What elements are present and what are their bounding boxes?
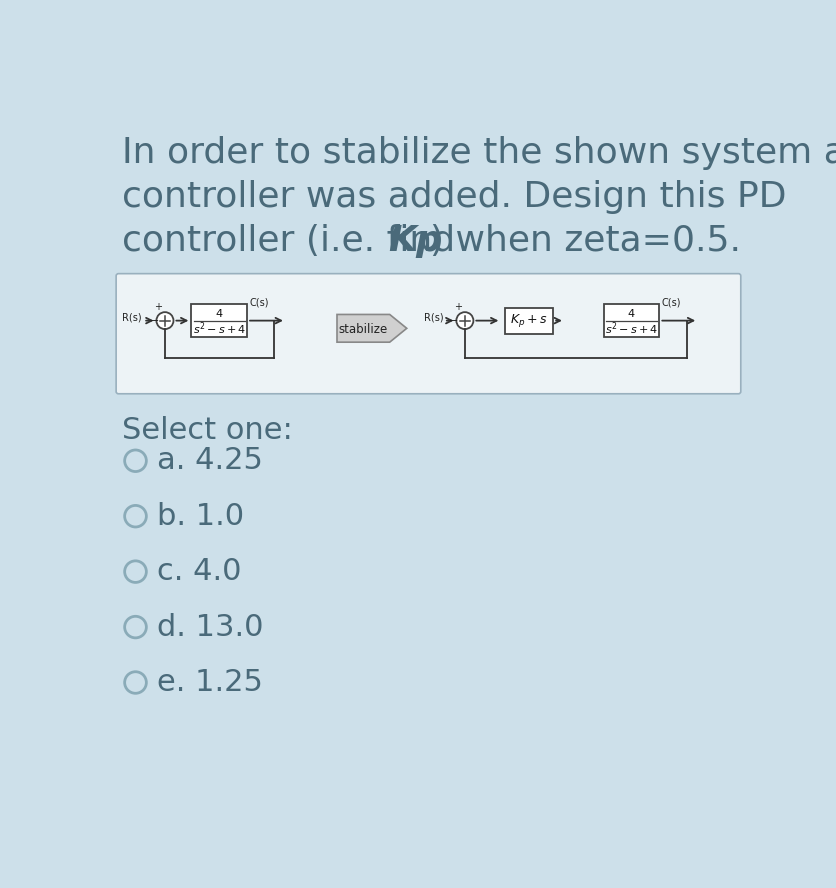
Text: $K_p+s$: $K_p+s$ xyxy=(510,312,548,329)
Circle shape xyxy=(156,313,174,329)
Text: C(s): C(s) xyxy=(249,298,269,308)
Text: C(s): C(s) xyxy=(662,298,681,308)
Text: 4: 4 xyxy=(216,309,222,319)
Text: +: + xyxy=(454,302,462,312)
Text: e. 1.25: e. 1.25 xyxy=(157,668,263,697)
Circle shape xyxy=(125,616,146,638)
Text: b. 1.0: b. 1.0 xyxy=(157,502,244,531)
Circle shape xyxy=(125,505,146,527)
FancyBboxPatch shape xyxy=(604,305,660,337)
Circle shape xyxy=(125,671,146,694)
Text: R(s): R(s) xyxy=(424,313,443,322)
Text: $s^2−s+4$: $s^2−s+4$ xyxy=(605,320,658,337)
Text: R(s): R(s) xyxy=(121,313,141,322)
Text: Kp: Kp xyxy=(389,224,442,258)
FancyBboxPatch shape xyxy=(116,274,741,393)
Text: −: − xyxy=(150,316,159,326)
Text: $s^2−s+4$: $s^2−s+4$ xyxy=(192,320,246,337)
FancyBboxPatch shape xyxy=(191,305,247,337)
FancyBboxPatch shape xyxy=(505,307,553,334)
Text: c. 4.0: c. 4.0 xyxy=(157,557,242,586)
Text: +: + xyxy=(154,302,162,312)
Polygon shape xyxy=(337,314,407,342)
Circle shape xyxy=(125,561,146,583)
Text: −: − xyxy=(449,316,459,326)
Text: controller was added. Design this PD: controller was added. Design this PD xyxy=(121,179,786,214)
Text: 4: 4 xyxy=(628,309,635,319)
Circle shape xyxy=(456,313,473,329)
Text: Select one:: Select one: xyxy=(121,416,293,445)
Text: stabilize: stabilize xyxy=(339,323,388,337)
Text: In order to stabilize the shown system a PD: In order to stabilize the shown system a… xyxy=(121,136,836,170)
Text: a. 4.25: a. 4.25 xyxy=(157,447,263,475)
Text: ) when zeta=0.5.: ) when zeta=0.5. xyxy=(431,224,742,258)
Circle shape xyxy=(125,450,146,472)
Text: controller (i.e. find: controller (i.e. find xyxy=(121,224,466,258)
Text: d. 13.0: d. 13.0 xyxy=(157,613,263,641)
